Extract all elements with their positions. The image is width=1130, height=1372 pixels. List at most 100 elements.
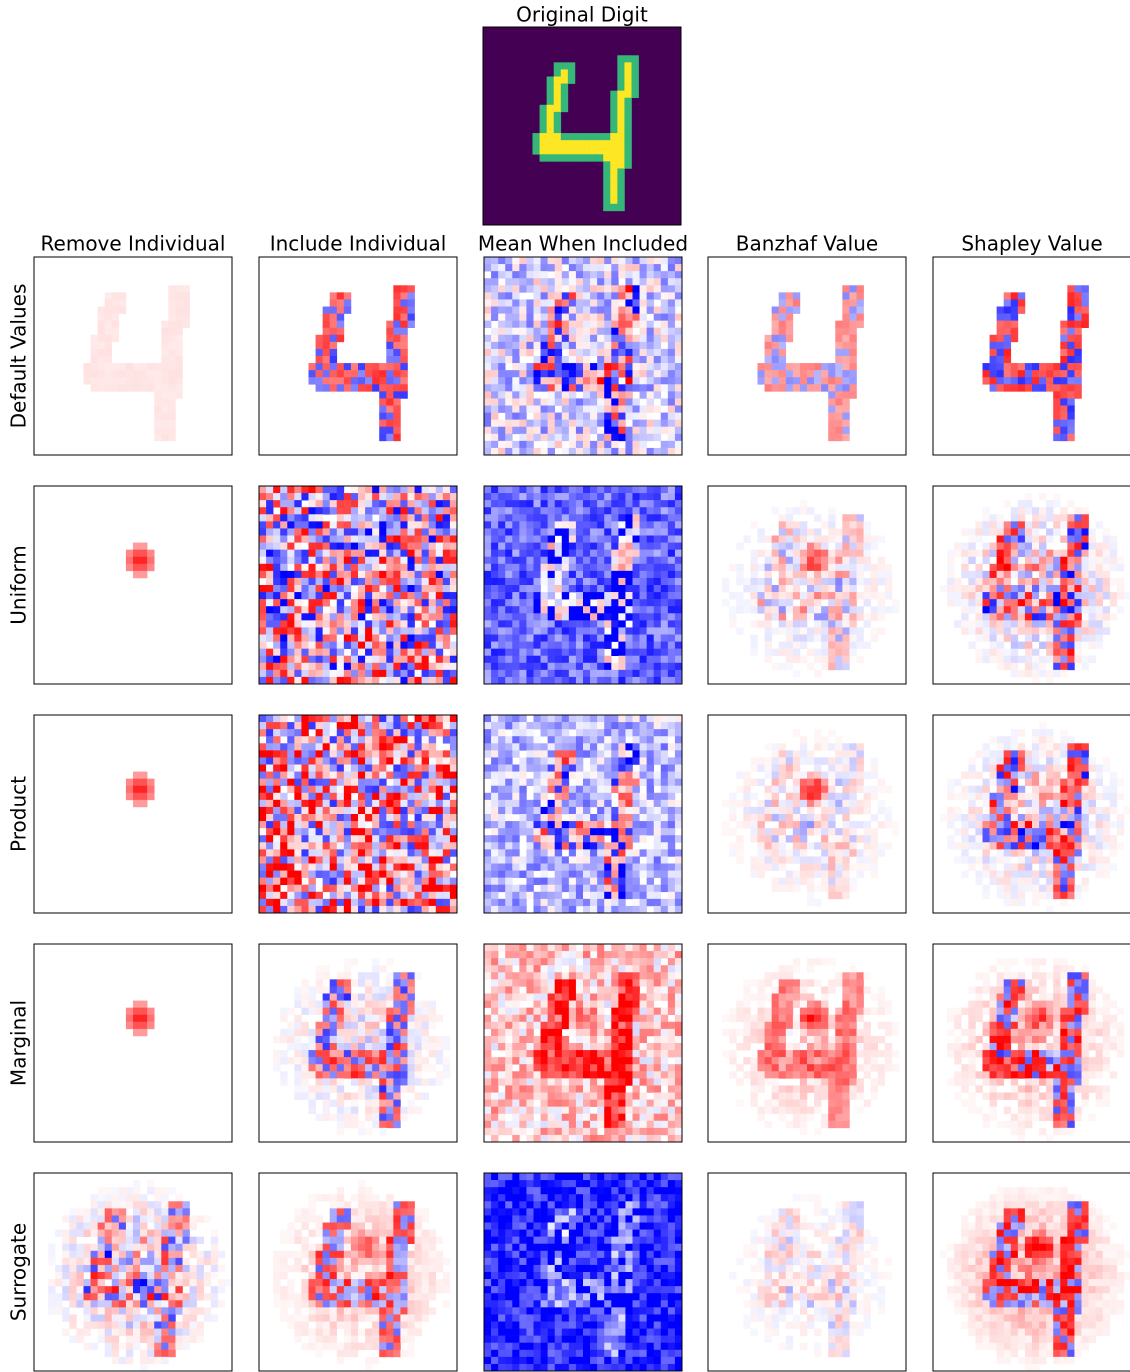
- heatmap-cell: [435, 563, 444, 572]
- heatmap-cell: [674, 570, 683, 579]
- heatmap-cell: [343, 743, 352, 751]
- heatmap-cell: [1053, 391, 1061, 399]
- digit-pixel: [560, 76, 569, 84]
- heatmap-cell: [667, 627, 676, 635]
- heatmap-cell: [273, 842, 281, 850]
- heatmap-cell: [625, 676, 633, 685]
- heatmap-cell: [336, 905, 345, 914]
- heatmap-cell: [561, 313, 570, 321]
- heatmap-cell: [273, 870, 281, 878]
- heatmap-cell: [287, 606, 295, 614]
- heatmap-cell: [175, 320, 183, 329]
- heatmap-cell: [1053, 398, 1061, 406]
- heatmap-cell: [343, 863, 352, 871]
- heatmap-cell: [792, 299, 801, 307]
- heatmap-cell: [1067, 327, 1075, 336]
- heatmap-cell: [618, 577, 626, 586]
- digit-pixel: [567, 62, 576, 70]
- heatmap-cell: [484, 613, 492, 621]
- heatmap-cell: [1032, 648, 1040, 657]
- heatmap-cell: [1003, 648, 1012, 657]
- heatmap-cell: [590, 271, 598, 279]
- heatmap-cell: [1088, 549, 1096, 558]
- heatmap-cell: [484, 592, 492, 600]
- heatmap-cell: [175, 356, 183, 364]
- heatmap-cell: [1024, 662, 1033, 671]
- heatmap-cell: [308, 743, 316, 751]
- heatmap-cell: [653, 377, 662, 385]
- heatmap-cell: [954, 542, 962, 550]
- heatmap-cell: [336, 599, 345, 607]
- heatmap-cell: [653, 363, 662, 371]
- heatmap-cell: [849, 641, 857, 649]
- heatmap-cell: [372, 493, 380, 501]
- heatmap-cell: [639, 521, 647, 529]
- heatmap-cell: [329, 849, 338, 857]
- digit-pixel: [617, 118, 625, 127]
- heatmap-cell: [561, 743, 570, 751]
- heatmap-cell: [442, 641, 451, 649]
- heatmap-cell: [674, 348, 683, 357]
- heatmap-cell: [505, 377, 513, 385]
- heatmap-cell: [597, 370, 605, 378]
- heatmap-cell: [561, 433, 570, 442]
- heatmap-cell: [512, 764, 520, 772]
- heatmap-cell: [519, 264, 527, 272]
- heatmap-cell: [540, 648, 548, 657]
- heatmap-cell: [365, 842, 373, 850]
- heatmap-cell: [611, 563, 619, 572]
- heatmap-cell: [386, 641, 394, 649]
- heatmap-cell: [604, 542, 612, 550]
- heatmap-cell: [421, 806, 430, 815]
- heatmap-cell: [512, 535, 520, 543]
- heatmap-cell: [554, 764, 563, 772]
- heatmap-cell: [449, 493, 458, 501]
- heatmap-cell: [667, 729, 676, 737]
- heatmap-cell: [947, 570, 955, 579]
- heatmap-cell: [646, 356, 655, 364]
- heatmap-cell: [547, 648, 556, 657]
- heatmap-cell: [947, 563, 955, 572]
- heatmap-cell: [308, 806, 316, 815]
- heatmap-cell: [273, 891, 281, 900]
- heatmap-cell: [639, 320, 647, 329]
- heatmap-cell: [343, 778, 352, 787]
- heatmap-cell: [618, 285, 626, 293]
- heatmap-cell: [618, 334, 626, 343]
- heatmap-cell: [561, 391, 570, 399]
- heatmap-cell: [625, 507, 633, 515]
- heatmap-cell: [604, 500, 612, 508]
- heatmap-cell: [667, 757, 676, 765]
- heatmap-cell: [273, 736, 281, 744]
- digit-pixel: [553, 62, 562, 70]
- heatmap-cell: [1067, 613, 1075, 621]
- heatmap-cell: [764, 634, 772, 642]
- heatmap-cell: [287, 570, 295, 579]
- heatmap-cell: [1024, 556, 1033, 565]
- heatmap-cell: [540, 757, 548, 765]
- heatmap-cell: [568, 750, 577, 758]
- heatmap-cell: [954, 592, 962, 600]
- heatmap-cell: [308, 771, 316, 779]
- heatmap-cell: [561, 563, 570, 572]
- heatmap-cell: [491, 348, 499, 357]
- heatmap-cell: [386, 799, 394, 808]
- heatmap-cell: [336, 363, 345, 371]
- heatmap-cell: [322, 521, 331, 529]
- heatmap-cell: [1046, 585, 1054, 593]
- heatmap-cell: [653, 736, 662, 744]
- heatmap-cell: [807, 528, 815, 536]
- heatmap-cell: [982, 556, 990, 565]
- heatmap-cell: [597, 549, 605, 558]
- digit-pixel: [546, 126, 555, 134]
- heatmap-cell: [358, 627, 366, 635]
- heatmap-cell: [1074, 313, 1082, 321]
- heatmap-cell: [421, 799, 430, 808]
- heatmap-cell: [393, 412, 401, 420]
- heatmap-cell: [842, 398, 850, 406]
- heatmap-cell: [519, 500, 527, 508]
- heatmap-cell: [315, 771, 323, 779]
- heatmap-cell: [1024, 363, 1033, 371]
- heatmap-cell: [512, 507, 520, 515]
- heatmap-cell: [407, 842, 415, 850]
